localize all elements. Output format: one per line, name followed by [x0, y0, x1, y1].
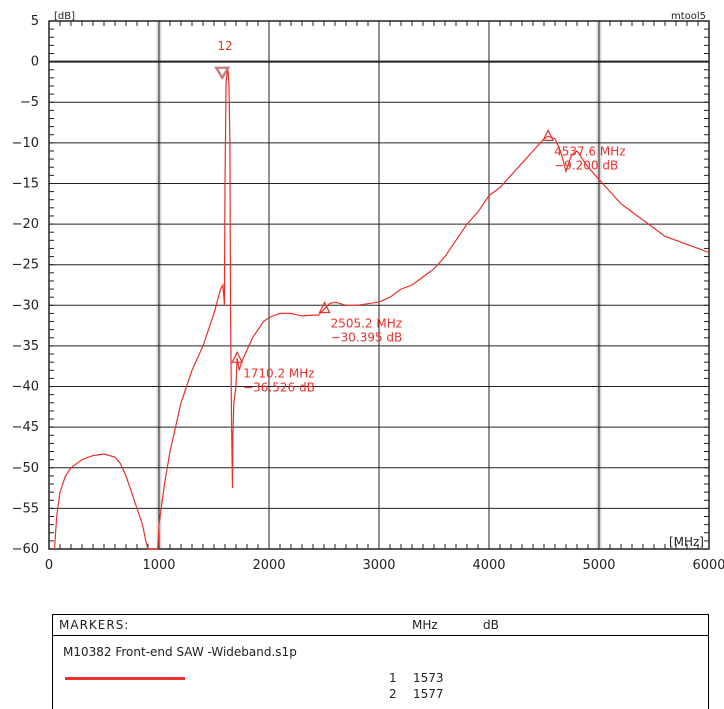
- x-axis-unit-label: [MHz]: [669, 535, 704, 549]
- marker-2: [214, 66, 231, 80]
- marker-freq-label: 2505.2 MHz: [331, 317, 402, 331]
- y-axis-unit-label: [dB]: [54, 11, 75, 22]
- plot-frame: [48, 20, 710, 550]
- marker-layer: 1710.2 MHz−36.526 dB 2505.2 MHz−30.395 dB…: [214, 39, 626, 394]
- x-tick-label: 0: [45, 558, 53, 573]
- axis-tick-labels: 0 1000 2000 3000 4000 5000 6000 5 0 −5 −10 −15 −20 −2…: [12, 14, 724, 573]
- y-tick-label: −50: [12, 461, 39, 476]
- x-tick-label: 5000: [582, 558, 615, 573]
- markers-header: MARKERS: MHz dB: [53, 615, 708, 636]
- y-tick-label: −25: [12, 258, 39, 273]
- delta-marker: [231, 350, 244, 363]
- y-tick-label: −60: [12, 542, 39, 557]
- delta-marker: [542, 129, 555, 141]
- marker-db-label: −36.526 dB: [243, 380, 315, 394]
- y-tick-label: −20: [12, 217, 39, 232]
- markers-table: MARKERS: MHz dB M10382 Front-end SAW -Wi…: [52, 614, 709, 709]
- y-tick-label: −55: [12, 501, 39, 516]
- x-tick-label: 3000: [362, 558, 395, 573]
- y-tick-label: −35: [12, 339, 39, 354]
- x-tick-label: 4000: [472, 558, 505, 573]
- marker-row-1-freq: 1573: [413, 671, 444, 685]
- marker-row-2-freq: 1577: [413, 687, 444, 701]
- trace-layer: [53, 68, 710, 550]
- marker-db-label: −30.395 dB: [331, 331, 403, 345]
- y-tick-label: −40: [12, 380, 39, 395]
- trace-file-name: M10382 Front-end SAW -Wideband.s1p: [63, 645, 297, 659]
- marker-freq-label: 1710.2 MHz: [243, 366, 314, 380]
- markers-unit-db: dB: [483, 618, 499, 632]
- y-tick-label: −15: [12, 176, 39, 191]
- marker-db-label: −9.200 dB: [554, 158, 618, 172]
- y-tick-label: −5: [20, 95, 39, 110]
- x-tick-label: 6000: [692, 558, 724, 573]
- x-tick-label: 1000: [142, 558, 175, 573]
- markers-unit-mhz: MHz: [412, 618, 438, 632]
- trace-legend-swatch: [65, 677, 185, 680]
- y-tick-label: 5: [31, 14, 39, 29]
- y-tick-label: 0: [31, 55, 39, 70]
- marker-number-label: 12: [217, 39, 232, 53]
- grid: [48, 20, 710, 550]
- x-tick-label: 2000: [252, 558, 285, 573]
- y-tick-label: −30: [12, 298, 39, 313]
- spectrum-chart: 0 1000 2000 3000 4000 5000 6000 5 0 −5 −10 −15 −20 −2…: [12, 11, 724, 573]
- corner-tag: mtool5: [671, 11, 706, 22]
- y-tick-label: −10: [12, 136, 39, 151]
- marker-row-2-index: 2: [389, 687, 397, 701]
- y-tick-label: −45: [12, 420, 39, 435]
- markers-title: MARKERS:: [59, 618, 130, 632]
- trace-line: [53, 68, 710, 550]
- delta-marker: [318, 301, 331, 314]
- marker-row-1-index: 1: [389, 671, 397, 685]
- marker-freq-label: 4537.6 MHz: [554, 144, 625, 158]
